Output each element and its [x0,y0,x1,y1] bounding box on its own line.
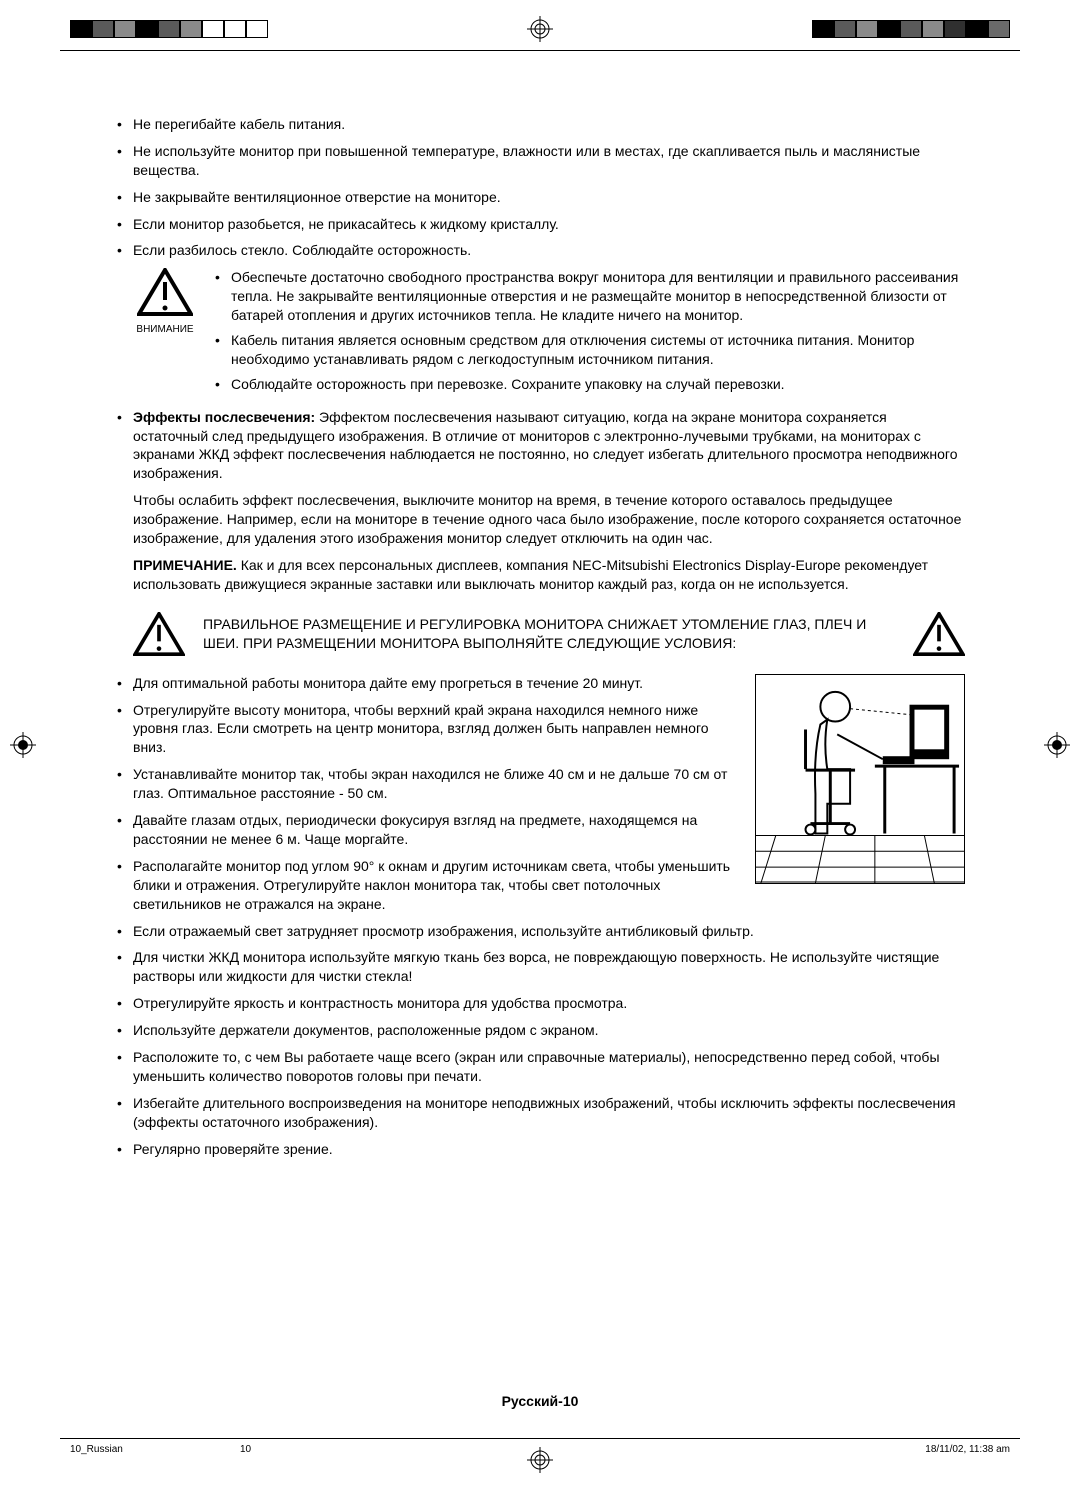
list-item: Избегайте длительного воспроизведения на… [115,1094,965,1132]
list-item: Обеспечьте достаточно свободного простра… [213,268,965,325]
list-item: Давайте глазам отдых, периодически фокус… [115,811,965,849]
caution-text: ПРАВИЛЬНОЕ РАЗМЕЩЕНИЕ И РЕГУЛИРОВКА МОНИ… [203,615,895,653]
center-caution-row: ПРАВИЛЬНОЕ РАЗМЕЩЕНИЕ И РЕГУЛИРОВКА МОНИ… [133,612,965,656]
registration-mark-top [527,16,553,42]
list-item: Используйте держатели документов, распол… [115,1021,965,1040]
footer-page-no: 10 [240,1444,251,1455]
warning-block: ВНИМАНИЕ Обеспечьте достаточно свободног… [135,268,965,399]
warning-triangle-icon [137,268,193,316]
effect-para-2: Чтобы ослабить эффект послесвечения, вык… [133,491,965,548]
list-item: Не используйте монитор при повышенной те… [115,142,965,180]
list-item: Отрегулируйте высоту монитора, чтобы вер… [115,701,965,758]
effect-list: Эффекты послесвечения: Эффектом послесве… [115,408,965,594]
bottom-bullet-list: Для оптимальной работы монитора дайте ем… [115,674,965,1159]
footer-meta: 10_Russian 10 18/11/02, 11:38 am [70,1444,1010,1455]
list-item: Кабель питания является основным средств… [213,331,965,369]
note-para: ПРИМЕЧАНИЕ. Как и для всех персональных … [133,556,965,594]
page-number: Русский-10 [0,1393,1080,1409]
warning-icon-column: ВНИМАНИЕ [135,268,195,399]
registration-mark-right [1044,732,1070,758]
warning-label: ВНИМАНИЕ [135,323,195,337]
note-text: Как и для всех персональных дисплеев, ко… [133,557,928,592]
color-bars-left [70,20,268,38]
list-item: Регулярно проверяйте зрение. [115,1140,965,1159]
list-item: Располагайте монитор под углом 90° к окн… [115,857,965,914]
color-bars-right [812,20,1010,38]
warning-triangle-icon [133,612,185,656]
footer-filename: 10_Russian [70,1444,123,1455]
list-item: Соблюдайте осторожность при перевозке. С… [213,375,965,394]
top-bullet-list: Не перегибайте кабель питания. Не исполь… [115,115,965,260]
list-item: Если отражаемый свет затрудняет просмотр… [115,922,965,941]
list-item: Устанавливайте монитор так, чтобы экран … [115,765,965,803]
list-item: Для чистки ЖКД монитора используйте мягк… [115,948,965,986]
list-item: Если разбилось стекло. Соблюдайте осторо… [115,241,965,260]
list-item: Расположите то, с чем Вы работаете чаще … [115,1048,965,1086]
note-label: ПРИМЕЧАНИЕ. [133,557,237,573]
registration-mark-left [10,732,36,758]
effect-label: Эффекты послесвечения: [133,409,315,425]
page-content: Не перегибайте кабель питания. Не исполь… [115,115,965,1166]
list-item: Если монитор разобьется, не прикасайтесь… [115,215,965,234]
crop-line-bottom [60,1438,1020,1439]
crop-line-top [60,50,1020,51]
warning-triangle-icon [913,612,965,656]
list-item-effect: Эффекты послесвечения: Эффектом послесве… [115,408,965,594]
list-item: Не перегибайте кабель питания. [115,115,965,134]
footer-timestamp: 18/11/02, 11:38 am [925,1444,1010,1455]
list-item: Для оптимальной работы монитора дайте ем… [115,674,965,693]
warning-bullet-list: Обеспечьте достаточно свободного простра… [213,268,965,399]
list-item: Отрегулируйте яркость и контрастность мо… [115,994,965,1013]
list-item: Не закрывайте вентиляционное отверстие н… [115,188,965,207]
